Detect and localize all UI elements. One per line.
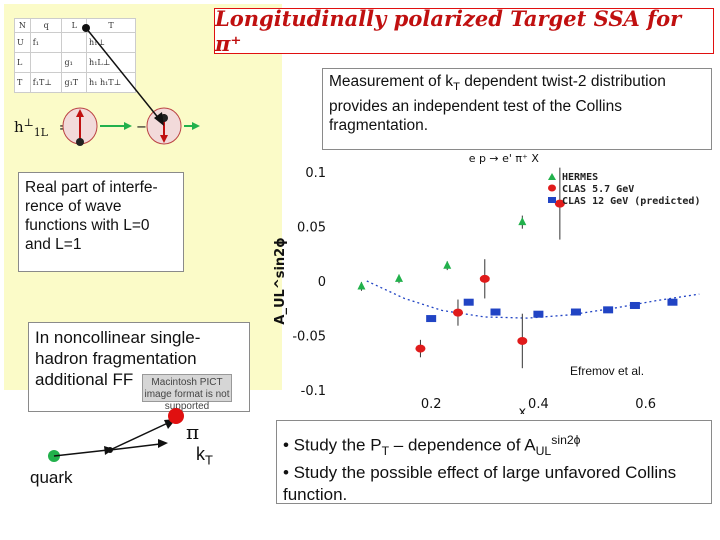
kt-sub: T [205, 452, 213, 468]
x-tick-label: 0.4 [528, 397, 549, 412]
x-axis-label: x [518, 405, 526, 414]
clas12-point [463, 298, 474, 306]
table-cell: f₁ [29, 32, 63, 53]
clas57-point [452, 308, 463, 317]
fragmentation-diagram [48, 408, 184, 462]
quark-label: quark [30, 468, 73, 487]
chart-title: e p → e' π⁺ X [469, 152, 540, 165]
table-cell: T [14, 72, 31, 93]
table-cell: f₁T⊥ [29, 72, 63, 93]
study-bullets: • Study the PT – dependence of AULsin2ϕ … [276, 420, 712, 504]
x-tick-label: 0.6 [635, 397, 656, 412]
unsupported-image-placeholder: Macintosh PICT image format is not suppo… [142, 374, 232, 412]
bullet1-text-b: – dependence of A [389, 435, 536, 455]
clas57-point [554, 199, 565, 208]
clas12-point [426, 315, 437, 323]
h-sub: 1L [33, 126, 48, 139]
pi-label: π [186, 420, 200, 444]
y-tick-label: -0.05 [292, 330, 326, 345]
clas12-point [603, 306, 614, 314]
legend-marker [548, 173, 556, 180]
pointer-arrow [82, 24, 164, 126]
table-header: N [14, 18, 31, 33]
legend-label: CLAS 5.7 GeV [562, 184, 634, 195]
clas12-point [570, 308, 581, 316]
y-tick-label: 0 [318, 275, 326, 290]
legend-label: HERMES [562, 172, 598, 183]
table-header: q [29, 18, 63, 33]
table-cell [29, 52, 63, 73]
h-sup: ⊥ [23, 116, 34, 129]
efremov-citation: Efremov et al. [570, 364, 645, 378]
bullet-collins: • Study the possible effect of large unf… [283, 463, 677, 505]
measurement-note: Measurement of kT dependent twist-2 dist… [322, 68, 712, 150]
legend-marker [548, 184, 556, 192]
y-tick-label: -0.1 [301, 384, 326, 399]
h-symbol: h [14, 118, 24, 136]
noncollinear-note: In noncollinear single-hadron fragmentat… [28, 322, 250, 412]
bullet-pt-dependence: • Study the PT – dependence of AULsin2ϕ [283, 429, 705, 462]
real-part-note: Real part of interfe-rence of wave funct… [18, 172, 184, 272]
table-row: L g₁ h₁L⊥ [14, 52, 136, 73]
tmd-table: N q L T U f₁ h₁⊥ L g₁ h₁L⊥ T f₁T⊥ g₁T h₁… [14, 18, 136, 93]
y-axis-label: A_UL^sin2ϕ [273, 237, 288, 324]
svg-text:−: − [136, 120, 147, 135]
legend-label: CLAS 12 GeV (predicted) [562, 195, 700, 207]
pion-dot [168, 408, 184, 424]
bullet1-sub2: UL [535, 444, 552, 459]
hermes-point [518, 217, 527, 226]
hermes-point [443, 260, 452, 269]
table-cell: U [14, 32, 31, 53]
bullet1-sub: T [381, 444, 390, 459]
clas57-point [415, 344, 426, 353]
table-cell: h₁ h₁T⊥ [86, 72, 136, 93]
measurement-sub: T [453, 81, 460, 94]
clas57-point [517, 336, 528, 345]
clas12-point [533, 310, 544, 318]
y-tick-label: 0.1 [305, 166, 326, 181]
clas12-point [667, 298, 678, 306]
table-row: U f₁ h₁⊥ [14, 32, 136, 53]
table-cell: L [14, 52, 31, 73]
slide-title: Longitudinally polarized Target SSA for … [215, 6, 682, 56]
bullet1-sup: sin2ϕ [551, 433, 581, 447]
table-row: T f₁T⊥ g₁T h₁ h₁T⊥ [14, 72, 136, 93]
kt-k: k [196, 444, 205, 464]
kt-label: kT [196, 444, 213, 468]
model-curve [366, 280, 700, 319]
hermes-point [394, 273, 403, 282]
hermes-point [357, 281, 366, 290]
y-tick-label: 0.05 [297, 221, 326, 236]
asymmetry-chart: e p → e' π⁺ X 0.1 0.05 0 -0.05 -0.1 0.2 0.4 0.6 x… [273, 152, 700, 414]
bullet1-text-a: • Study the P [283, 435, 382, 455]
clas12-point [490, 308, 501, 316]
title-box: Longitudinally polarized Target SSA for … [214, 6, 714, 56]
legend-marker [548, 197, 556, 203]
x-tick-label: 0.2 [421, 397, 442, 412]
measurement-text-a: Measurement of k [329, 73, 454, 90]
clas12-point [629, 301, 640, 309]
clas57-point [479, 274, 490, 283]
measurement-text-b: dependent twist-2 distribution provides … [329, 73, 666, 135]
